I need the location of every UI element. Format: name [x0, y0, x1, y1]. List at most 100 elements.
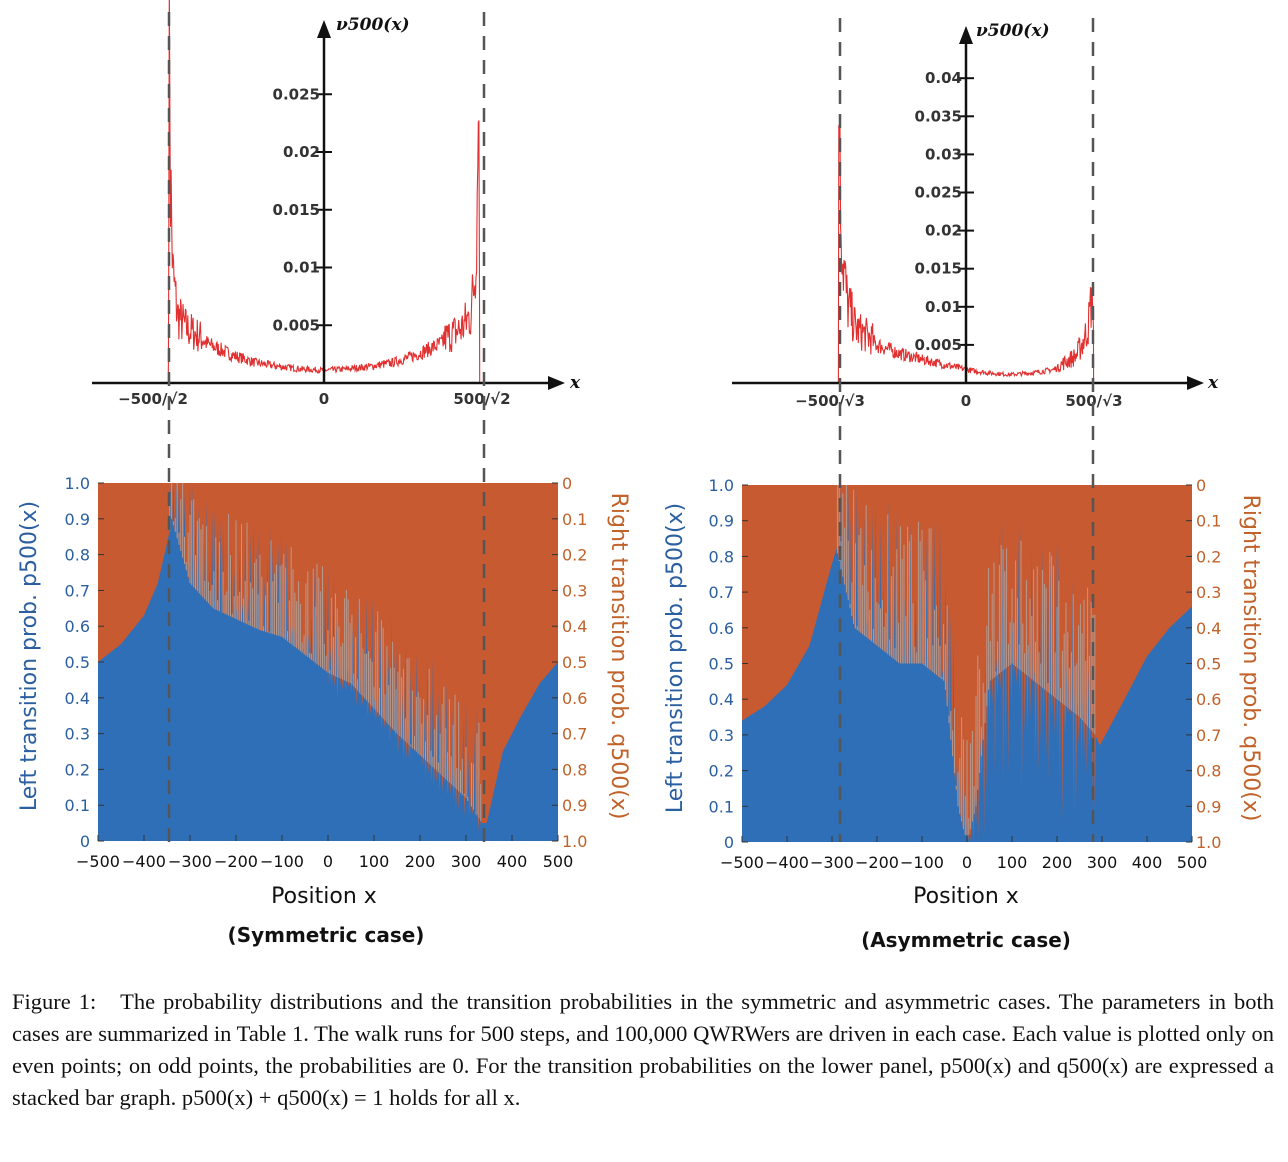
bl-ticks-y3-right-label: 0.7	[562, 725, 587, 744]
bl-ticks-y5-right-label: 0.5	[562, 653, 587, 672]
tl-yticks-2-label: 0.015	[273, 201, 320, 219]
bl-ticks-x4-label: −100	[260, 852, 304, 871]
bl-ticks-y5-left-label: 0.5	[65, 653, 90, 672]
bl-ticks-x9-label: 400	[497, 852, 528, 871]
tl-yticks-3-label: 0.02	[283, 143, 320, 161]
br-p-area	[742, 485, 1192, 842]
bl-ticks-x6-label: 100	[359, 852, 390, 871]
br-left-y-label: Left transition prob. p500(x)	[663, 503, 688, 813]
bl-ticks-y1-right-label: 0.9	[562, 796, 587, 815]
bl-right-y-label: Right transition prob. q500(x)	[606, 493, 631, 820]
tr-yticks-5-label: 0.03	[925, 145, 962, 163]
tl-x-axis-label: x	[569, 373, 581, 393]
br-ticks-y10-left-label: 1.0	[709, 476, 734, 495]
tr-xtick-right: 500/√3	[1065, 392, 1122, 410]
tr-yticks-6-label: 0.035	[915, 107, 962, 125]
bl-left-y-label: Left transition prob. p500(x)	[17, 501, 42, 811]
br-ticks-y5-left-label: 0.5	[709, 655, 734, 674]
bl-subtitle: (Symmetric case)	[228, 923, 425, 947]
figure-caption: Figure 1: The probability distributions …	[12, 986, 1274, 1114]
tr-xtick-left: −500/√3	[795, 392, 865, 410]
br-ticks-y9-right-label: 0.1	[1196, 512, 1221, 531]
br-ticks-y8-right-label: 0.2	[1196, 547, 1221, 566]
br-ticks-y10-right-label: 0	[1196, 476, 1206, 495]
bl-ticks-y9-left-label: 0.9	[65, 510, 90, 529]
tr-x-axis-label: x	[1207, 373, 1219, 393]
bl-ticks-x1-label: −400	[122, 852, 166, 871]
tl-y-ticks: 0.005 0.01 0.015 0.02 0.025	[273, 85, 332, 334]
tr-yticks-3-label: 0.02	[925, 222, 962, 240]
br-ticks-y6-left-label: 0.6	[709, 619, 734, 638]
tl-yticks-1-label: 0.01	[283, 259, 320, 277]
bl-ticks-y0-left-label: 0	[80, 832, 90, 851]
br-ticks-x8-label: 300	[1087, 853, 1118, 872]
br-ticks-x1-label: −400	[765, 853, 809, 872]
bl-x-axis-label: Position x	[271, 884, 377, 909]
caption-text: The probability distributions and the tr…	[12, 989, 1275, 1110]
br-ticks-y2-left-label: 0.2	[709, 762, 734, 781]
tl-yticks-4-label: 0.025	[273, 85, 320, 103]
br-ticks-x7-label: 200	[1042, 853, 1073, 872]
tl-yticks-0-label: 0.005	[273, 316, 320, 334]
br-ticks-x10-label: 500	[1177, 853, 1208, 872]
br-ticks-x9-label: 400	[1132, 853, 1163, 872]
bl-ticks-y3-left-label: 0.3	[65, 725, 90, 744]
tr-y-ticks: 0.005 0.01 0.015 0.02 0.025 0.03 0.035 0.04	[915, 69, 974, 354]
tr-y-axis-label: ν500(x)	[976, 21, 1050, 41]
bl-ticks-y8-left-label: 0.8	[65, 546, 90, 565]
br-ticks-y0-left-label: 0	[724, 833, 734, 852]
br-ticks-x2-label: −300	[810, 853, 854, 872]
tl-y-axis-label: ν500(x)	[336, 15, 410, 35]
bl-ticks: 0 1.0 0.1 0.9 0.2 0.8 0.3 0.7 0.4 0.6 0.5 0.5 0.6 0.4…	[65, 474, 588, 871]
bl-ticks-x10-label: 500	[543, 852, 574, 871]
tr-y-axis-arrow	[959, 26, 973, 44]
br-ticks-x3-label: −200	[855, 853, 899, 872]
br-ticks-y4-left-label: 0.4	[709, 690, 734, 709]
tr-xtick-zero: 0	[961, 392, 971, 410]
bl-ticks-x2-label: −300	[168, 852, 212, 871]
bl-ticks-y4-left-label: 0.4	[65, 689, 90, 708]
tr-x-axis-arrow	[1187, 376, 1204, 390]
bl-ticks-y6-left-label: 0.6	[65, 617, 90, 636]
br-ticks-y4-right-label: 0.6	[1196, 690, 1221, 709]
tl-xtick-right: 500/√2	[453, 390, 510, 408]
br-ticks-x6-label: 100	[997, 853, 1028, 872]
bl-ticks-y9-right-label: 0.1	[562, 510, 587, 529]
bl-ticks-x0-label: −500	[76, 852, 120, 871]
br-x-axis-label: Position x	[913, 884, 1019, 909]
bl-noise-spikes	[169, 483, 482, 821]
br-ticks-y5-right-label: 0.5	[1196, 655, 1221, 674]
bl-ticks-y10-right-label: 0	[562, 474, 572, 493]
tr-yticks-7-label: 0.04	[925, 69, 962, 87]
br-ticks-x5-label: 0	[962, 853, 972, 872]
tr-yticks-1-label: 0.01	[925, 298, 962, 316]
br-subtitle: (Asymmetric case)	[861, 928, 1071, 952]
bl-ticks-x8-label: 300	[451, 852, 482, 871]
bl-ticks-y2-left-label: 0.2	[65, 760, 90, 779]
br-ticks-y0-right-label: 1.0	[1196, 833, 1221, 852]
bl-ticks-x7-label: 200	[405, 852, 436, 871]
br-ticks-y3-left-label: 0.3	[709, 726, 734, 745]
bl-ticks-x3-label: −200	[214, 852, 258, 871]
caption-label: Figure 1:	[12, 989, 97, 1014]
bottom-left-transition-plot: 0 1.0 0.1 0.9 0.2 0.8 0.3 0.7 0.4 0.6 0.5 0.5 0.6 0.4…	[17, 474, 631, 947]
br-ticks-y3-right-label: 0.7	[1196, 726, 1221, 745]
bl-ticks-y10-left-label: 1.0	[65, 474, 90, 493]
tl-x-axis-arrow	[548, 376, 565, 390]
bl-ticks-x5-label: 0	[323, 852, 333, 871]
br-ticks-x4-label: −100	[900, 853, 944, 872]
bl-ticks-y6-right-label: 0.4	[562, 617, 587, 636]
br-ticks-y2-right-label: 0.8	[1196, 762, 1221, 781]
bl-ticks-y4-right-label: 0.6	[562, 689, 587, 708]
bl-ticks-y7-right-label: 0.3	[562, 581, 587, 600]
bottom-right-transition-plot: 0 1.0 0.1 0.9 0.2 0.8 0.3 0.7 0.4 0.6 0.5 0.5 0.6 0.4…	[663, 476, 1263, 952]
bl-ticks-y2-right-label: 0.8	[562, 760, 587, 779]
br-ticks: 0 1.0 0.1 0.9 0.2 0.8 0.3 0.7 0.4 0.6 0.5 0.5 0.6 0.4…	[709, 476, 1222, 872]
tr-yticks-0-label: 0.005	[915, 336, 962, 354]
tl-xtick-zero: 0	[319, 390, 329, 408]
br-ticks-y6-right-label: 0.4	[1196, 619, 1221, 638]
bl-ticks-y8-right-label: 0.2	[562, 546, 587, 565]
bl-ticks-y1-left-label: 0.1	[65, 796, 90, 815]
br-ticks-y9-left-label: 0.9	[709, 512, 734, 531]
br-ticks-y1-right-label: 0.9	[1196, 797, 1221, 816]
